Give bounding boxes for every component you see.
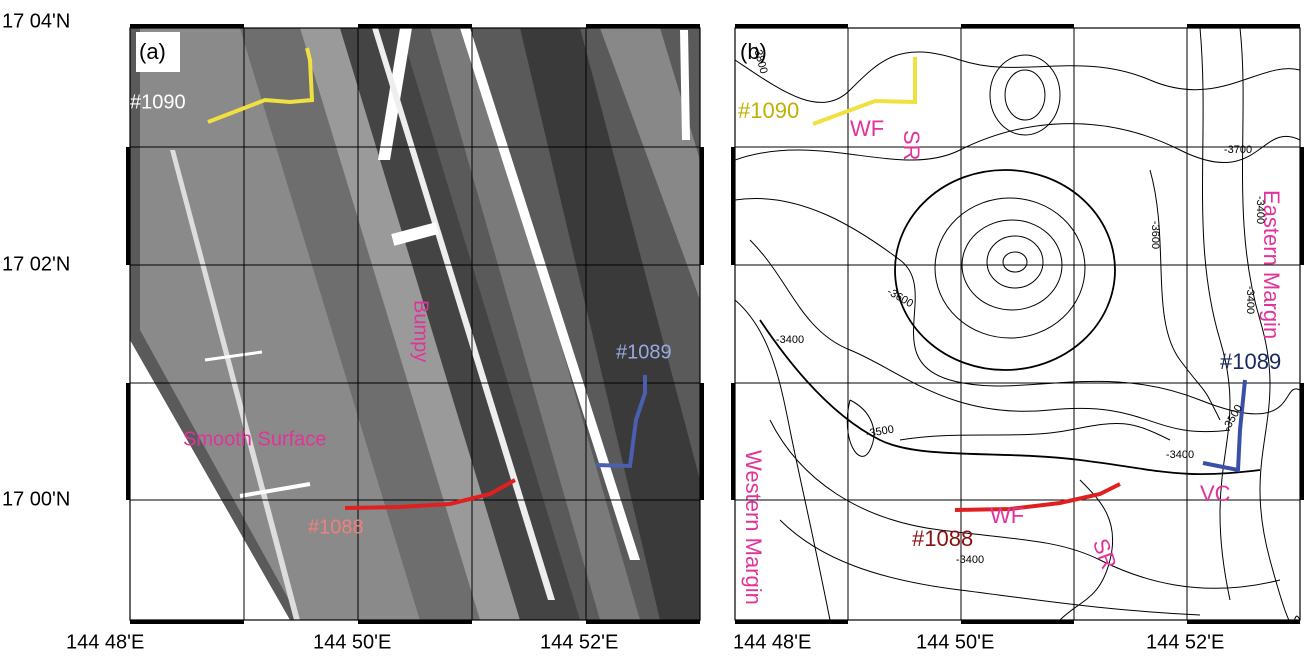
border-bar [130,24,244,28]
annotation: SR [899,130,924,161]
panel-label-bg [136,32,180,72]
panel-label: (a) [139,39,166,64]
border-bar [735,620,848,624]
x-axis-label: 144 48'E [733,631,811,653]
dive-track [207,47,315,124]
border-bar [1187,620,1300,624]
border-bar [1300,383,1304,500]
annotation: WF [850,116,884,141]
contour-label: -3700 [1224,144,1252,156]
border-bar [700,147,704,265]
border-bar [731,383,735,500]
y-axis-label: 17 02'N [2,253,70,275]
border-bar [358,620,472,624]
x-axis-label: 144 50'E [313,631,391,653]
annotation: Smooth Surface [183,428,326,450]
dive-track [344,478,516,510]
contour-label: -3600 [1149,221,1161,249]
annotation: Western Margin [741,450,766,605]
contours [735,28,1300,620]
border-bar [700,383,704,500]
annotation: Eastern Margin [1259,190,1284,339]
border-bar [126,383,130,500]
y-axis-label: 17 04'N [2,10,70,32]
x-axis-label: 144 52'E [1146,631,1224,653]
x-axis-label: 144 50'E [916,631,994,653]
dive-track [595,375,647,469]
contour-label: -3500 [865,424,895,441]
panel-label: (b) [740,39,767,64]
contour-label: -3400 [776,334,804,346]
y-axis-label: 17 00'N [2,488,70,510]
annotation: Bumpy [410,300,432,362]
annotation: #1090 [738,98,799,123]
annotation: #1090 [130,91,186,113]
border-bar [1300,147,1304,265]
border-bar [735,24,848,28]
annotation: #1089 [616,341,672,363]
annotation: WF [990,503,1024,528]
annotation: #1088 [308,516,364,538]
contour-label: -3400 [1244,286,1256,314]
contour-label: -3400 [1166,449,1194,461]
x-axis-label: 144 48'E [66,631,144,653]
dive-track [1202,379,1247,473]
contour-label: -3400 [1254,196,1266,224]
contour-label: -3400 [956,554,984,566]
border-bar [586,620,700,624]
border-bar [961,24,1074,28]
border-bar [1187,24,1300,28]
border-bar [731,147,735,265]
border-bar [586,24,700,28]
border-bar [126,147,130,265]
border-bar [961,620,1074,624]
x-axis-label: 144 52'E [540,631,618,653]
border-bar [130,620,244,624]
annotation: #1089 [1220,349,1281,374]
annotation: VC [1200,481,1231,506]
sonar-image [130,28,700,620]
dive-track [954,482,1121,512]
border-bar [358,24,472,28]
annotation: #1088 [912,526,973,551]
dive-track [812,57,917,126]
